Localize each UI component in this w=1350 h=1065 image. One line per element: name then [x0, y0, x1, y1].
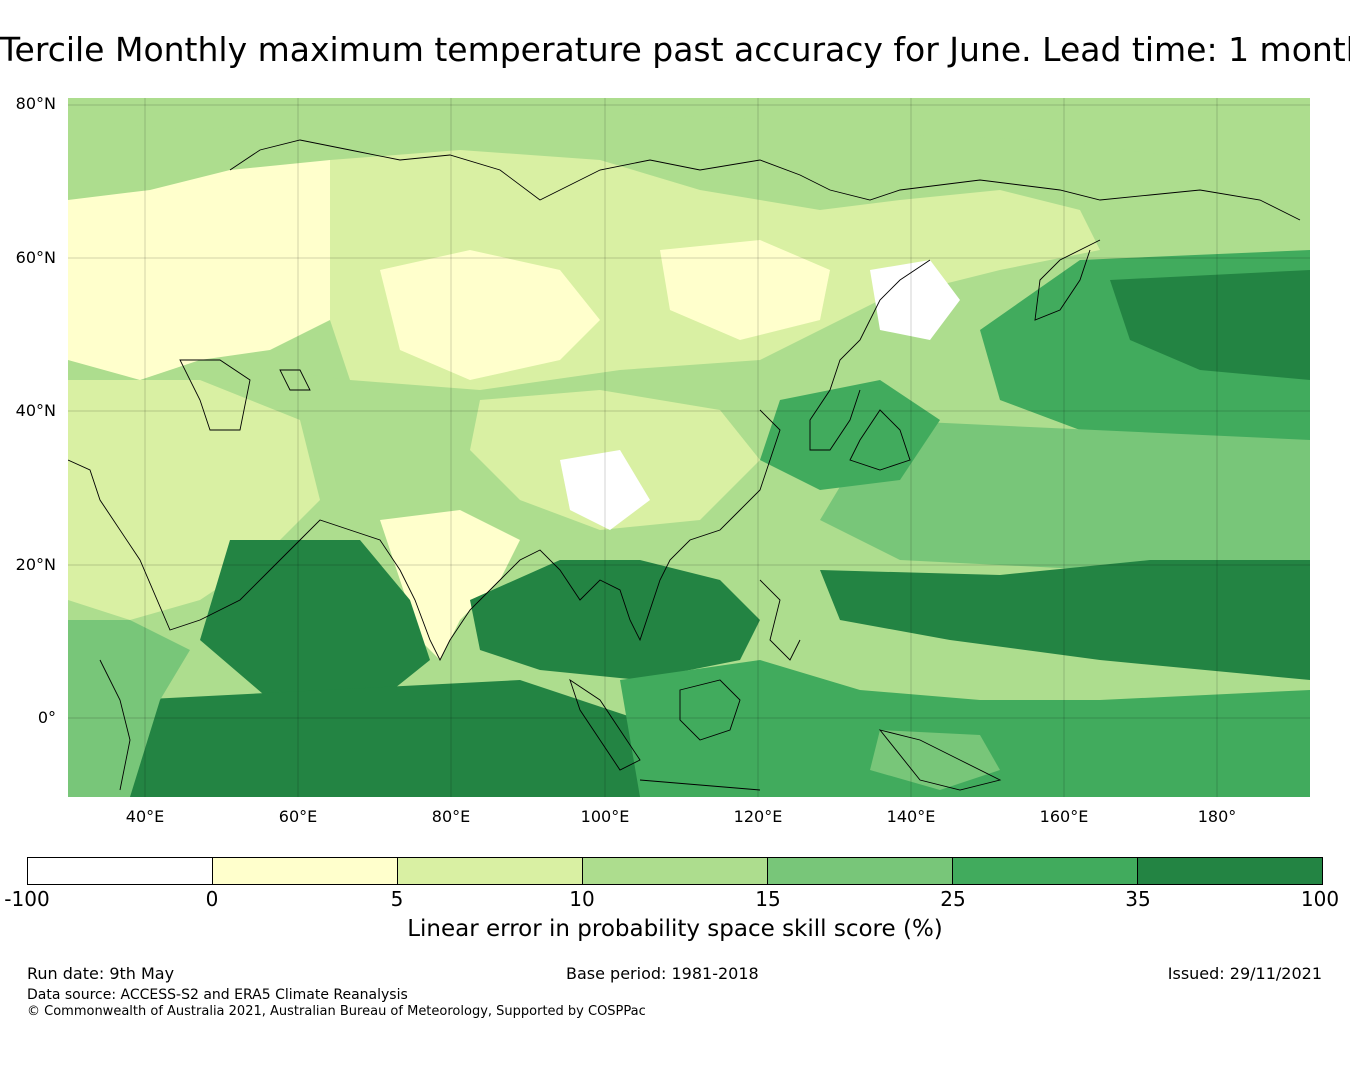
colorbar-label: Linear error in probability space skill …	[407, 916, 943, 942]
zone-tropical-pacific	[820, 560, 1310, 680]
zone-mongolia	[660, 240, 830, 340]
zone-west-russia	[68, 160, 380, 380]
graticule	[68, 98, 1310, 797]
run-date: Run date: 9th May	[27, 964, 175, 983]
lon-label-60e: 60°E	[278, 807, 318, 826]
lon-label-120e: 120°E	[733, 807, 783, 826]
colorbar-segment-5-10	[398, 858, 583, 884]
colorbar	[27, 857, 1323, 885]
lon-label-40e: 40°E	[125, 807, 165, 826]
zone-arctic	[68, 98, 1310, 160]
zone-okhotsk	[870, 260, 960, 340]
lon-label-100e: 100°E	[580, 807, 630, 826]
coastlines	[68, 139, 1301, 791]
colorbar-segment-35-100	[1138, 858, 1322, 884]
zone-arabian-sea	[200, 540, 430, 700]
zone-central-pacific	[820, 420, 1310, 570]
data-source: Data source: ACCESS-S2 and ERA5 Climate …	[27, 987, 408, 1003]
colorbar-tick: 100	[1300, 887, 1340, 911]
lat-label-80n: 80°N	[15, 94, 56, 113]
zone-new-guinea	[870, 730, 1000, 790]
lon-label-140e: 140°E	[886, 807, 936, 826]
lat-label-60n: 60°N	[15, 248, 56, 267]
lon-label-180: 180°	[1197, 807, 1237, 826]
zone-east-africa	[68, 620, 190, 797]
zone-japan	[760, 380, 940, 490]
lon-label-160e: 160°E	[1039, 807, 1089, 826]
zone-tibet-white	[560, 450, 650, 530]
colorbar-tick: 0	[205, 887, 219, 911]
zone-maritime	[620, 660, 1310, 797]
colorbar-tick: 15	[755, 887, 781, 911]
zone-south-indian-ocean	[130, 680, 640, 797]
colorbar-segment-15-25	[768, 858, 953, 884]
colorbar-tick: 5	[390, 887, 404, 911]
colorbar-tick: 10	[569, 887, 595, 911]
lat-label-20n: 20°N	[15, 555, 56, 574]
lat-label-0: 0°	[37, 708, 56, 727]
colorbar-segment-25-35	[953, 858, 1138, 884]
base-period: Base period: 1981-2018	[566, 964, 759, 983]
issued-date: Issued: 29/11/2021	[1167, 964, 1322, 983]
colorbar-segment-neg100-0	[28, 858, 213, 884]
colorbar-segment-0-5	[213, 858, 398, 884]
colorbar-tick: 25	[940, 887, 966, 911]
colorbar-tick: 35	[1125, 887, 1151, 911]
colorbar-segment-10-15	[583, 858, 768, 884]
zone-north-pacific-dark	[1110, 270, 1310, 380]
copyright: © Commonwealth of Australia 2021, Austra…	[27, 1004, 646, 1019]
zone-bay-of-bengal	[470, 560, 760, 680]
lat-label-40n: 40°N	[15, 401, 56, 420]
zone-central-asia	[380, 250, 600, 380]
lon-label-80e: 80°E	[431, 807, 471, 826]
map-title: Tercile Monthly maximum temperature past…	[0, 30, 1350, 69]
colorbar-tick: -100	[4, 887, 50, 911]
